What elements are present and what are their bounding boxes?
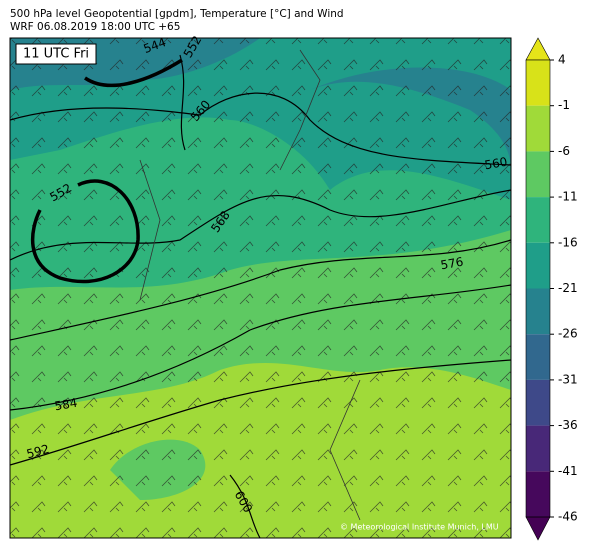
credit: © Meteorological Institute Munich, LMU <box>340 523 499 532</box>
colorbar-tick-label: -36 <box>558 418 578 432</box>
contour-592 <box>10 359 511 466</box>
colorbar-band <box>526 334 550 380</box>
time-label: 11 UTC Fri <box>23 47 89 62</box>
contour-544 <box>84 58 183 88</box>
colorbar-tick-label: -11 <box>558 190 578 204</box>
contour-576 <box>10 239 511 341</box>
map-area <box>10 38 511 538</box>
subtitle: WRF 06.08.2019 18:00 UTC +65 <box>10 21 180 33</box>
colorbar-tick-label: -41 <box>558 464 578 478</box>
contour-label: 584 <box>53 396 78 414</box>
colorbar-tick-label: -31 <box>558 372 578 386</box>
colorbar-tick-label: -21 <box>558 281 578 295</box>
coastlines <box>139 49 361 521</box>
colorbar-tick-label: -16 <box>558 235 578 249</box>
contour-584 <box>10 284 511 411</box>
colorbar-band <box>526 60 550 106</box>
contour-600 <box>229 474 261 538</box>
contour-label: 592 <box>25 442 51 461</box>
colorbar-tick-label: -6 <box>558 144 570 158</box>
contour-552-closed <box>30 179 140 284</box>
colorbar-band <box>526 288 550 335</box>
contour-568 <box>10 189 511 261</box>
colorbar-extend-top <box>525 37 551 61</box>
map-frame <box>9 37 512 539</box>
colorbar-band <box>526 151 550 198</box>
colorbar-band <box>526 242 550 289</box>
contour-560 <box>10 92 511 166</box>
colorbar-tick-label: -26 <box>558 327 578 341</box>
colorbar-extend-bottom <box>525 516 551 541</box>
colorbar-band <box>526 425 550 472</box>
colorbar-tick-label: -1 <box>558 98 570 112</box>
contour-552 <box>179 54 186 151</box>
colorbar-band <box>526 471 550 517</box>
title: 500 hPa level Geopotential [gpdm], Tempe… <box>10 8 344 20</box>
contour-label: 560 <box>483 155 508 173</box>
colorbar-tick-label: 4 <box>558 53 566 67</box>
wind-barbs <box>10 38 511 538</box>
contour-label: 576 <box>439 255 464 273</box>
colorbar-band <box>526 105 550 152</box>
colorbar-band <box>526 197 550 243</box>
colorbar-band <box>526 379 550 426</box>
colorbar-tick-label: -46 <box>558 510 578 524</box>
time-box <box>15 43 97 65</box>
